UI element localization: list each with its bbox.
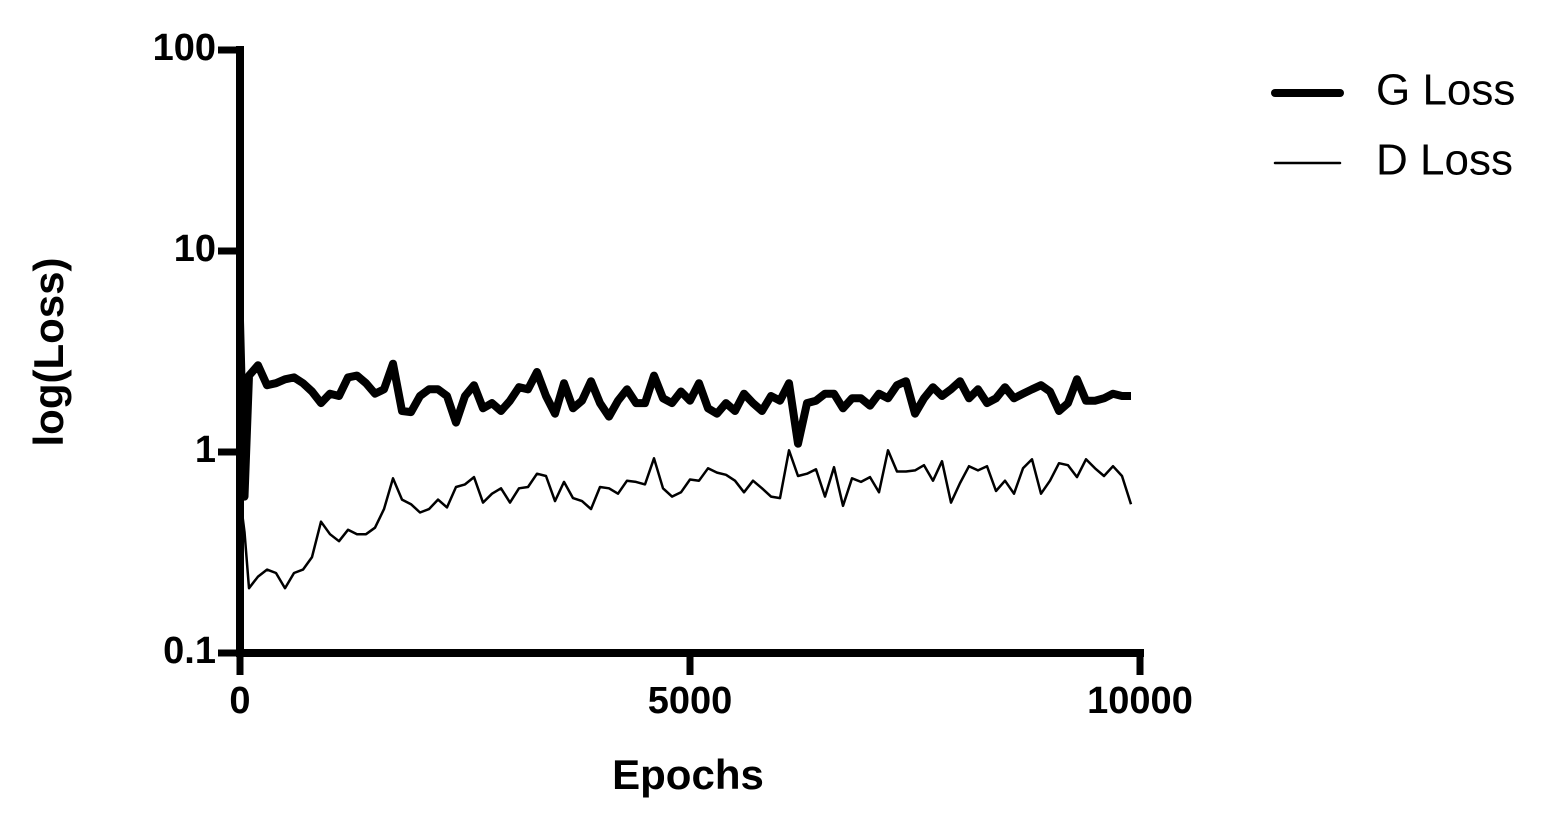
- y-tick-label: 1: [195, 429, 216, 471]
- y-tick-label: 0.1: [163, 630, 216, 672]
- legend-label: D Loss: [1376, 136, 1513, 185]
- y-tick-label: 100: [153, 27, 216, 69]
- x-tick-label: 0: [229, 680, 250, 722]
- y-tick-label: 10: [174, 228, 216, 270]
- y-axis-label: log(Loss): [25, 258, 72, 447]
- series-line: [238, 449, 1133, 590]
- x-axis-label: Epochs: [612, 751, 764, 798]
- x-tick-label: 5000: [648, 680, 733, 722]
- x-tick-label: 10000: [1087, 680, 1193, 722]
- series-line: [236, 320, 1131, 501]
- legend-label: G Loss: [1376, 66, 1515, 115]
